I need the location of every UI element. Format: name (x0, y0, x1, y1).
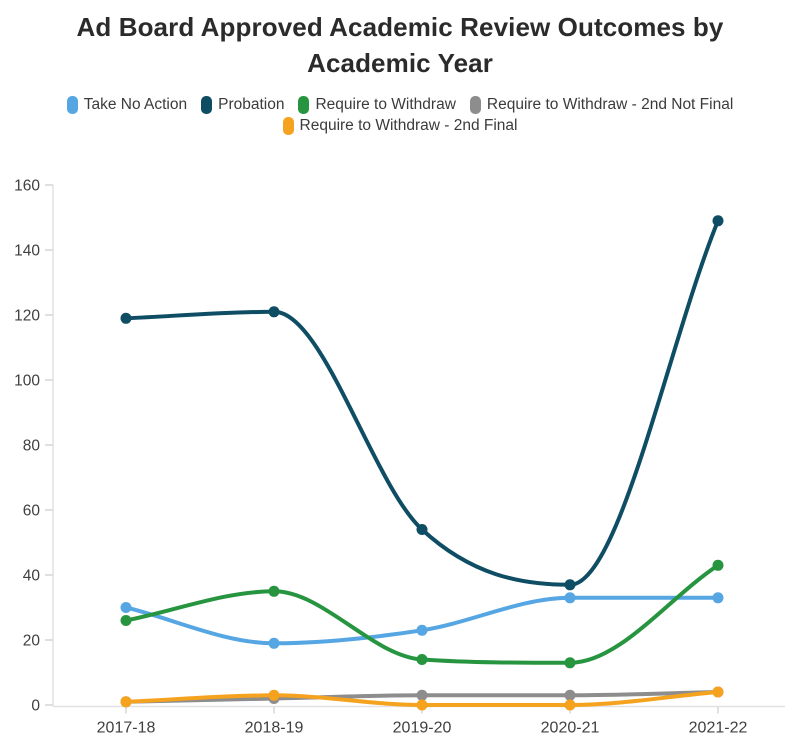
legend-item-1[interactable]: Probation (201, 95, 285, 114)
y-tick-label: 140 (14, 243, 40, 260)
data-point-s4-3[interactable] (564, 699, 576, 711)
x-tick-label: 2019-20 (393, 720, 452, 734)
legend: Take No Action Probation Require to Withdr… (6, 95, 794, 135)
data-point-s4-2[interactable] (416, 699, 428, 711)
legend-label: Require to Withdraw - 2nd Not Final (486, 95, 734, 113)
x-tick-label: 2018-19 (245, 720, 304, 734)
data-point-s0-0[interactable] (120, 602, 132, 613)
data-point-s1-0[interactable] (120, 312, 132, 324)
data-point-s4-1[interactable] (268, 689, 280, 701)
series-line-1 (124, 218, 720, 587)
y-tick-label: 20 (23, 633, 41, 650)
legend-label: Require to Withdraw (315, 95, 456, 113)
data-point-s1-3[interactable] (564, 579, 576, 591)
x-tick-label: 2017-18 (97, 720, 156, 734)
line-chart: 0 20 40 60 80 100 120 140 160 2017-18 2018-19 2019-… (0, 160, 800, 734)
data-point-s0-3[interactable] (564, 592, 576, 604)
legend-swatch-icon (469, 95, 481, 114)
data-point-s4-0[interactable] (120, 696, 132, 708)
data-point-s4-4[interactable] (712, 686, 724, 698)
legend-item-4[interactable]: Require to Withdraw - 2nd Final (282, 116, 518, 135)
data-point-s1-1[interactable] (268, 306, 280, 318)
legend-item-3[interactable]: Require to Withdraw - 2nd Not Final (469, 95, 734, 114)
legend-label: Take No Action (83, 95, 188, 113)
data-point-s0-2[interactable] (416, 624, 428, 636)
y-tick-label: 120 (14, 308, 40, 325)
data-point-s2-1[interactable] (268, 585, 280, 597)
data-point-s1-4[interactable] (712, 215, 724, 227)
data-point-s3-3[interactable] (564, 689, 576, 701)
y-tick-label: 160 (14, 178, 40, 195)
data-point-s2-4[interactable] (712, 559, 724, 571)
legend-label: Probation (218, 95, 285, 113)
legend-swatch-icon (66, 95, 78, 114)
data-point-s0-4[interactable] (712, 592, 724, 604)
data-point-s3-2[interactable] (416, 689, 428, 701)
series-line-2 (124, 563, 720, 665)
legend-swatch-icon (282, 116, 294, 135)
x-tick-label: 2020-21 (541, 720, 600, 734)
legend-item-2[interactable]: Require to Withdraw (298, 95, 456, 114)
y-tick-label: 80 (23, 438, 41, 455)
data-point-s2-0[interactable] (120, 615, 132, 626)
data-point-s2-2[interactable] (416, 654, 428, 665)
legend-label: Require to Withdraw - 2nd Final (299, 116, 518, 134)
x-tick-label: 2021-22 (689, 720, 748, 734)
chart-canvas: 0 20 40 60 80 100 120 140 160 2017-18 2018-19 2019-… (14, 178, 785, 734)
chart-page: Ad Board Approved Academic Review Outcom… (0, 10, 800, 734)
legend-swatch-icon (201, 95, 213, 114)
legend-item-0[interactable]: Take No Action (66, 95, 188, 114)
y-tick-label: 100 (14, 373, 40, 390)
chart-title: Ad Board Approved Academic Review Outcom… (76, 12, 724, 78)
y-tick-label: 40 (23, 568, 41, 585)
y-tick-label: 60 (23, 503, 41, 520)
y-tick-label: 0 (31, 698, 40, 715)
data-point-s1-2[interactable] (416, 524, 428, 535)
data-point-s2-3[interactable] (564, 657, 576, 669)
legend-swatch-icon (298, 95, 310, 114)
data-point-s0-1[interactable] (268, 637, 280, 649)
